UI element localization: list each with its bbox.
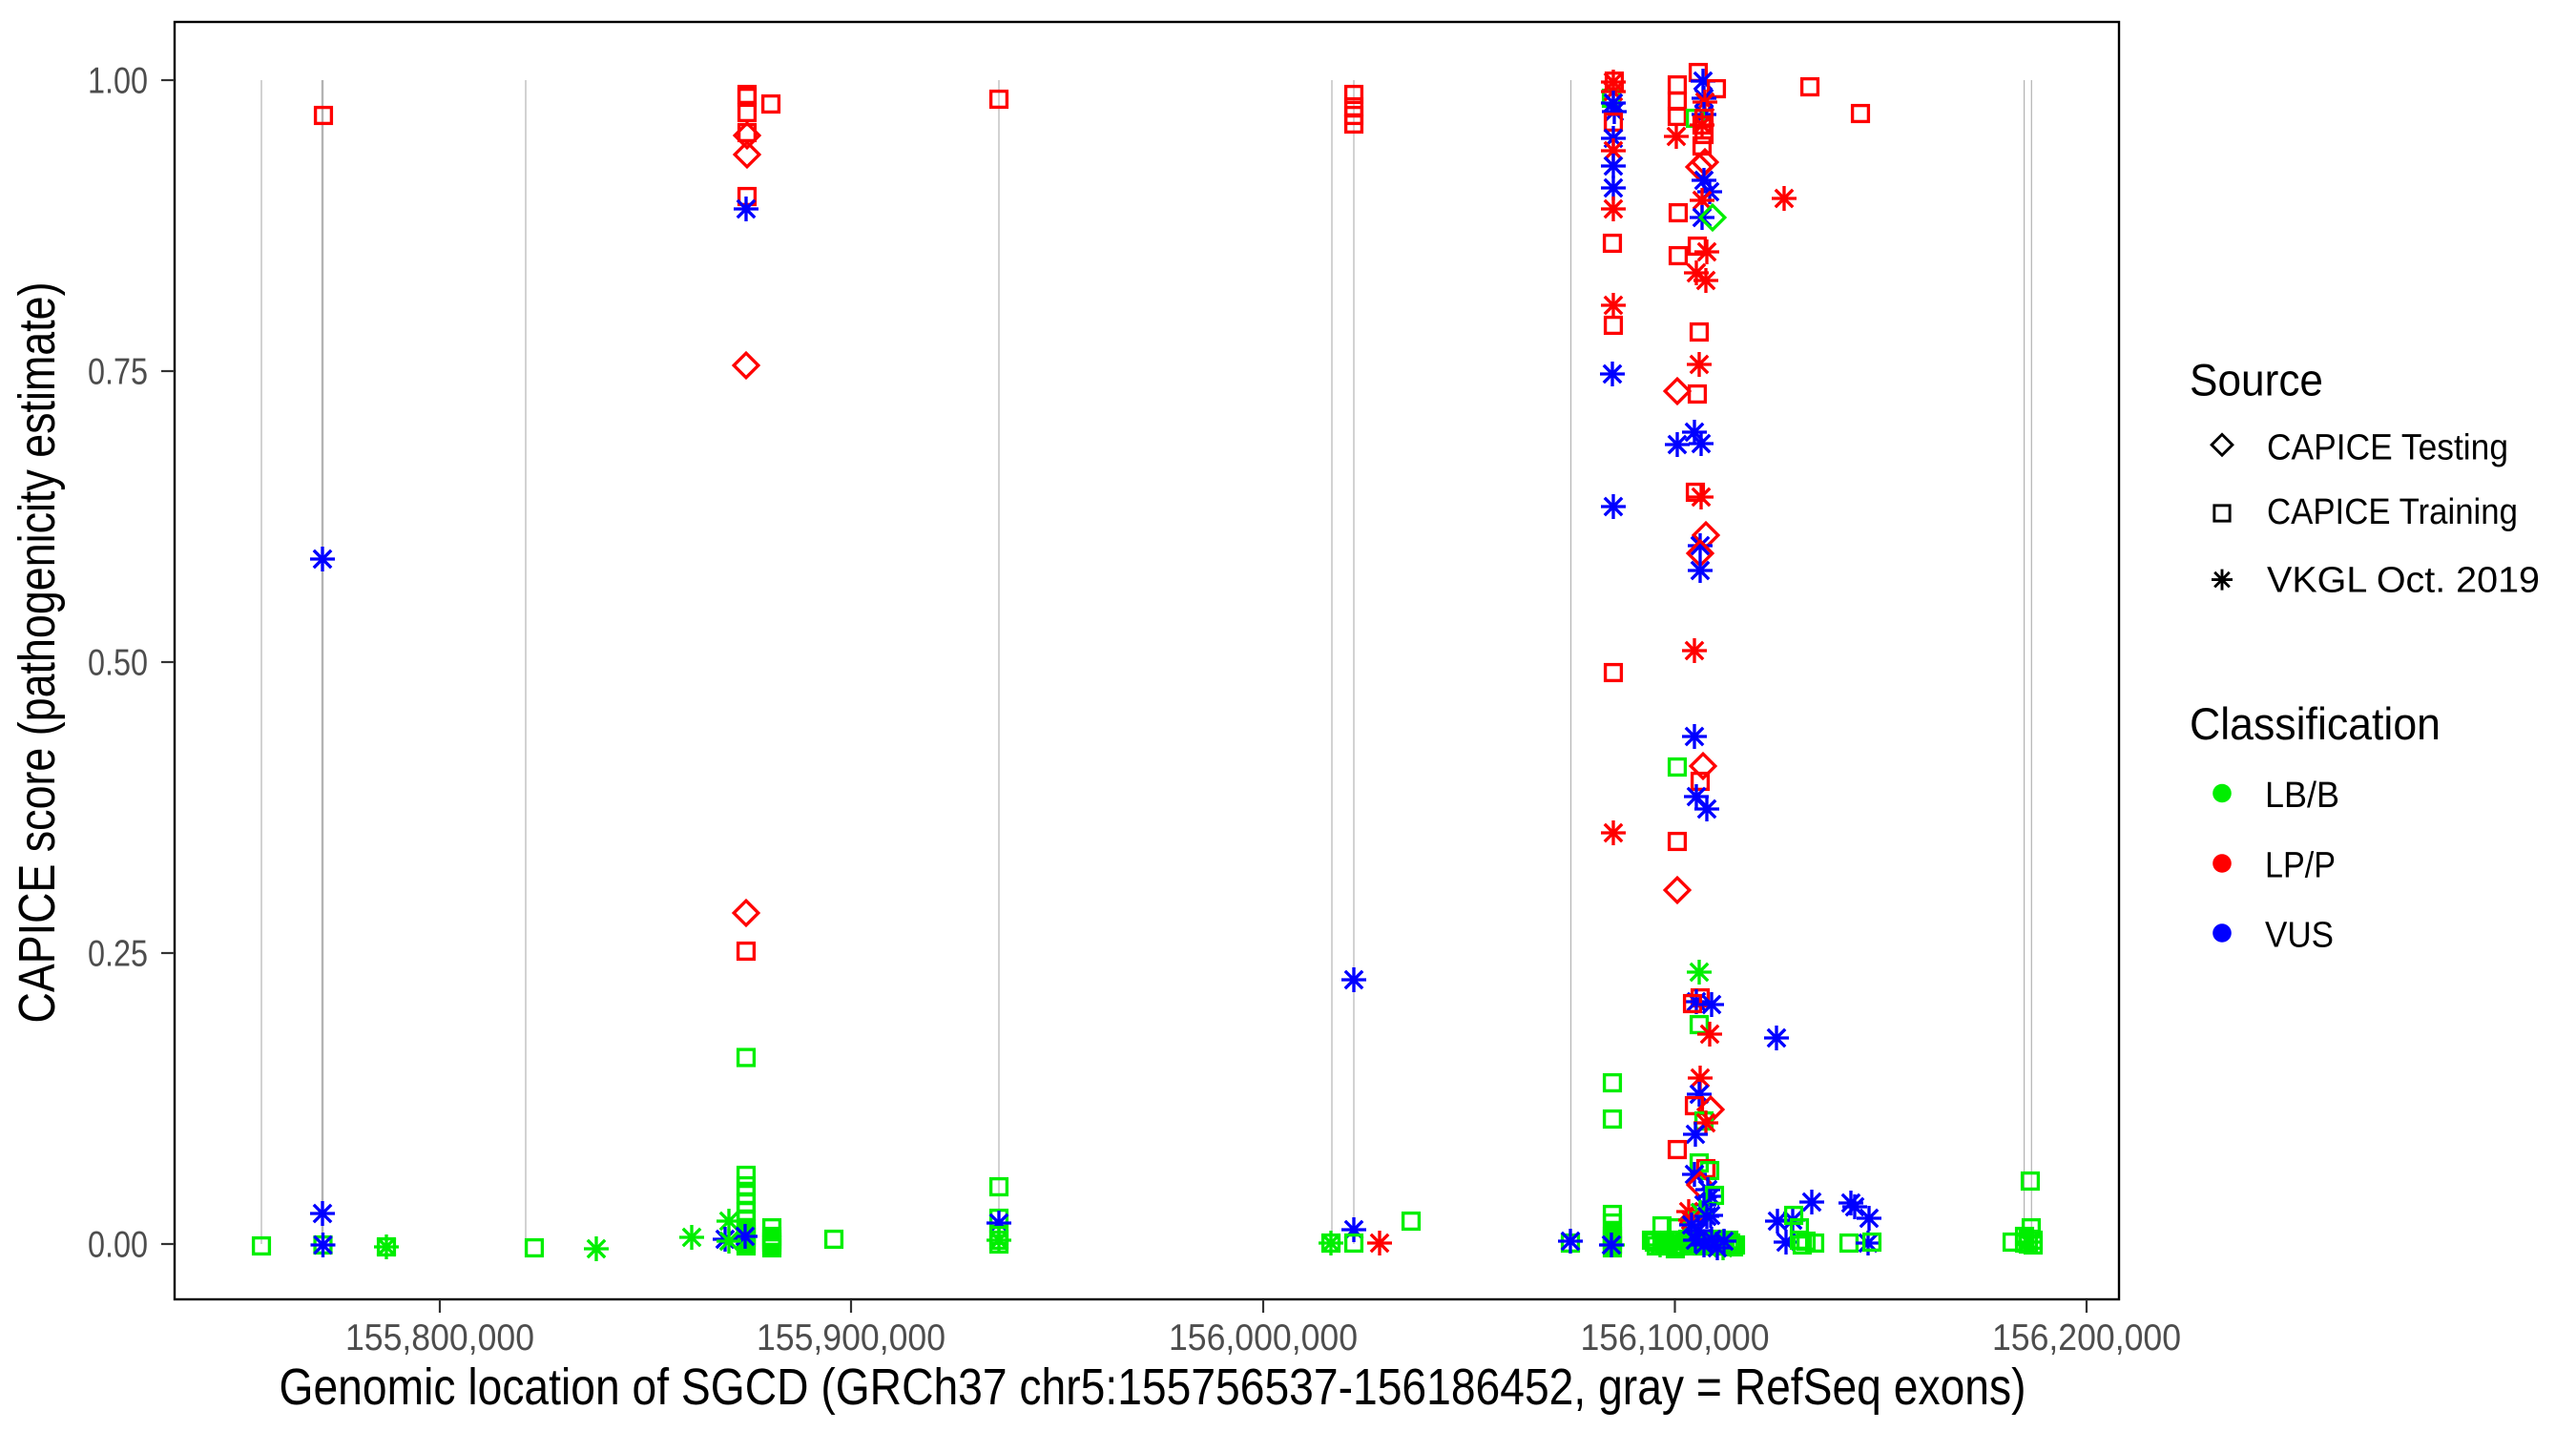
svg-text:Source: Source: [2190, 355, 2323, 405]
svg-text:155,800,000: 155,800,000: [345, 1317, 534, 1358]
svg-text:LP/P: LP/P: [2265, 846, 2336, 886]
svg-text:156,200,000: 156,200,000: [1992, 1317, 2181, 1358]
svg-text:CAPICE Testing: CAPICE Testing: [2267, 428, 2508, 468]
svg-text:0.00: 0.00: [88, 1225, 148, 1266]
svg-text:VKGL Oct. 2019: VKGL Oct. 2019: [2267, 561, 2540, 601]
svg-text:Genomic location of SGCD (GRCh: Genomic location of SGCD (GRCh37 chr5:15…: [280, 1358, 2026, 1416]
svg-text:156,100,000: 156,100,000: [1581, 1317, 1770, 1358]
svg-text:0.25: 0.25: [88, 934, 148, 975]
svg-text:VUS: VUS: [2265, 916, 2334, 956]
svg-text:LB/B: LB/B: [2265, 776, 2339, 816]
svg-text:CAPICE Training: CAPICE Training: [2267, 492, 2518, 532]
svg-text:Classification: Classification: [2190, 698, 2441, 749]
svg-text:CAPICE score (pathogenicity es: CAPICE score (pathogenicity estimate): [9, 282, 66, 1024]
svg-text:156,000,000: 156,000,000: [1169, 1317, 1358, 1358]
svg-text:0.75: 0.75: [88, 352, 148, 393]
svg-text:0.50: 0.50: [88, 643, 148, 684]
svg-text:1.00: 1.00: [88, 61, 148, 102]
svg-text:155,900,000: 155,900,000: [757, 1317, 945, 1358]
